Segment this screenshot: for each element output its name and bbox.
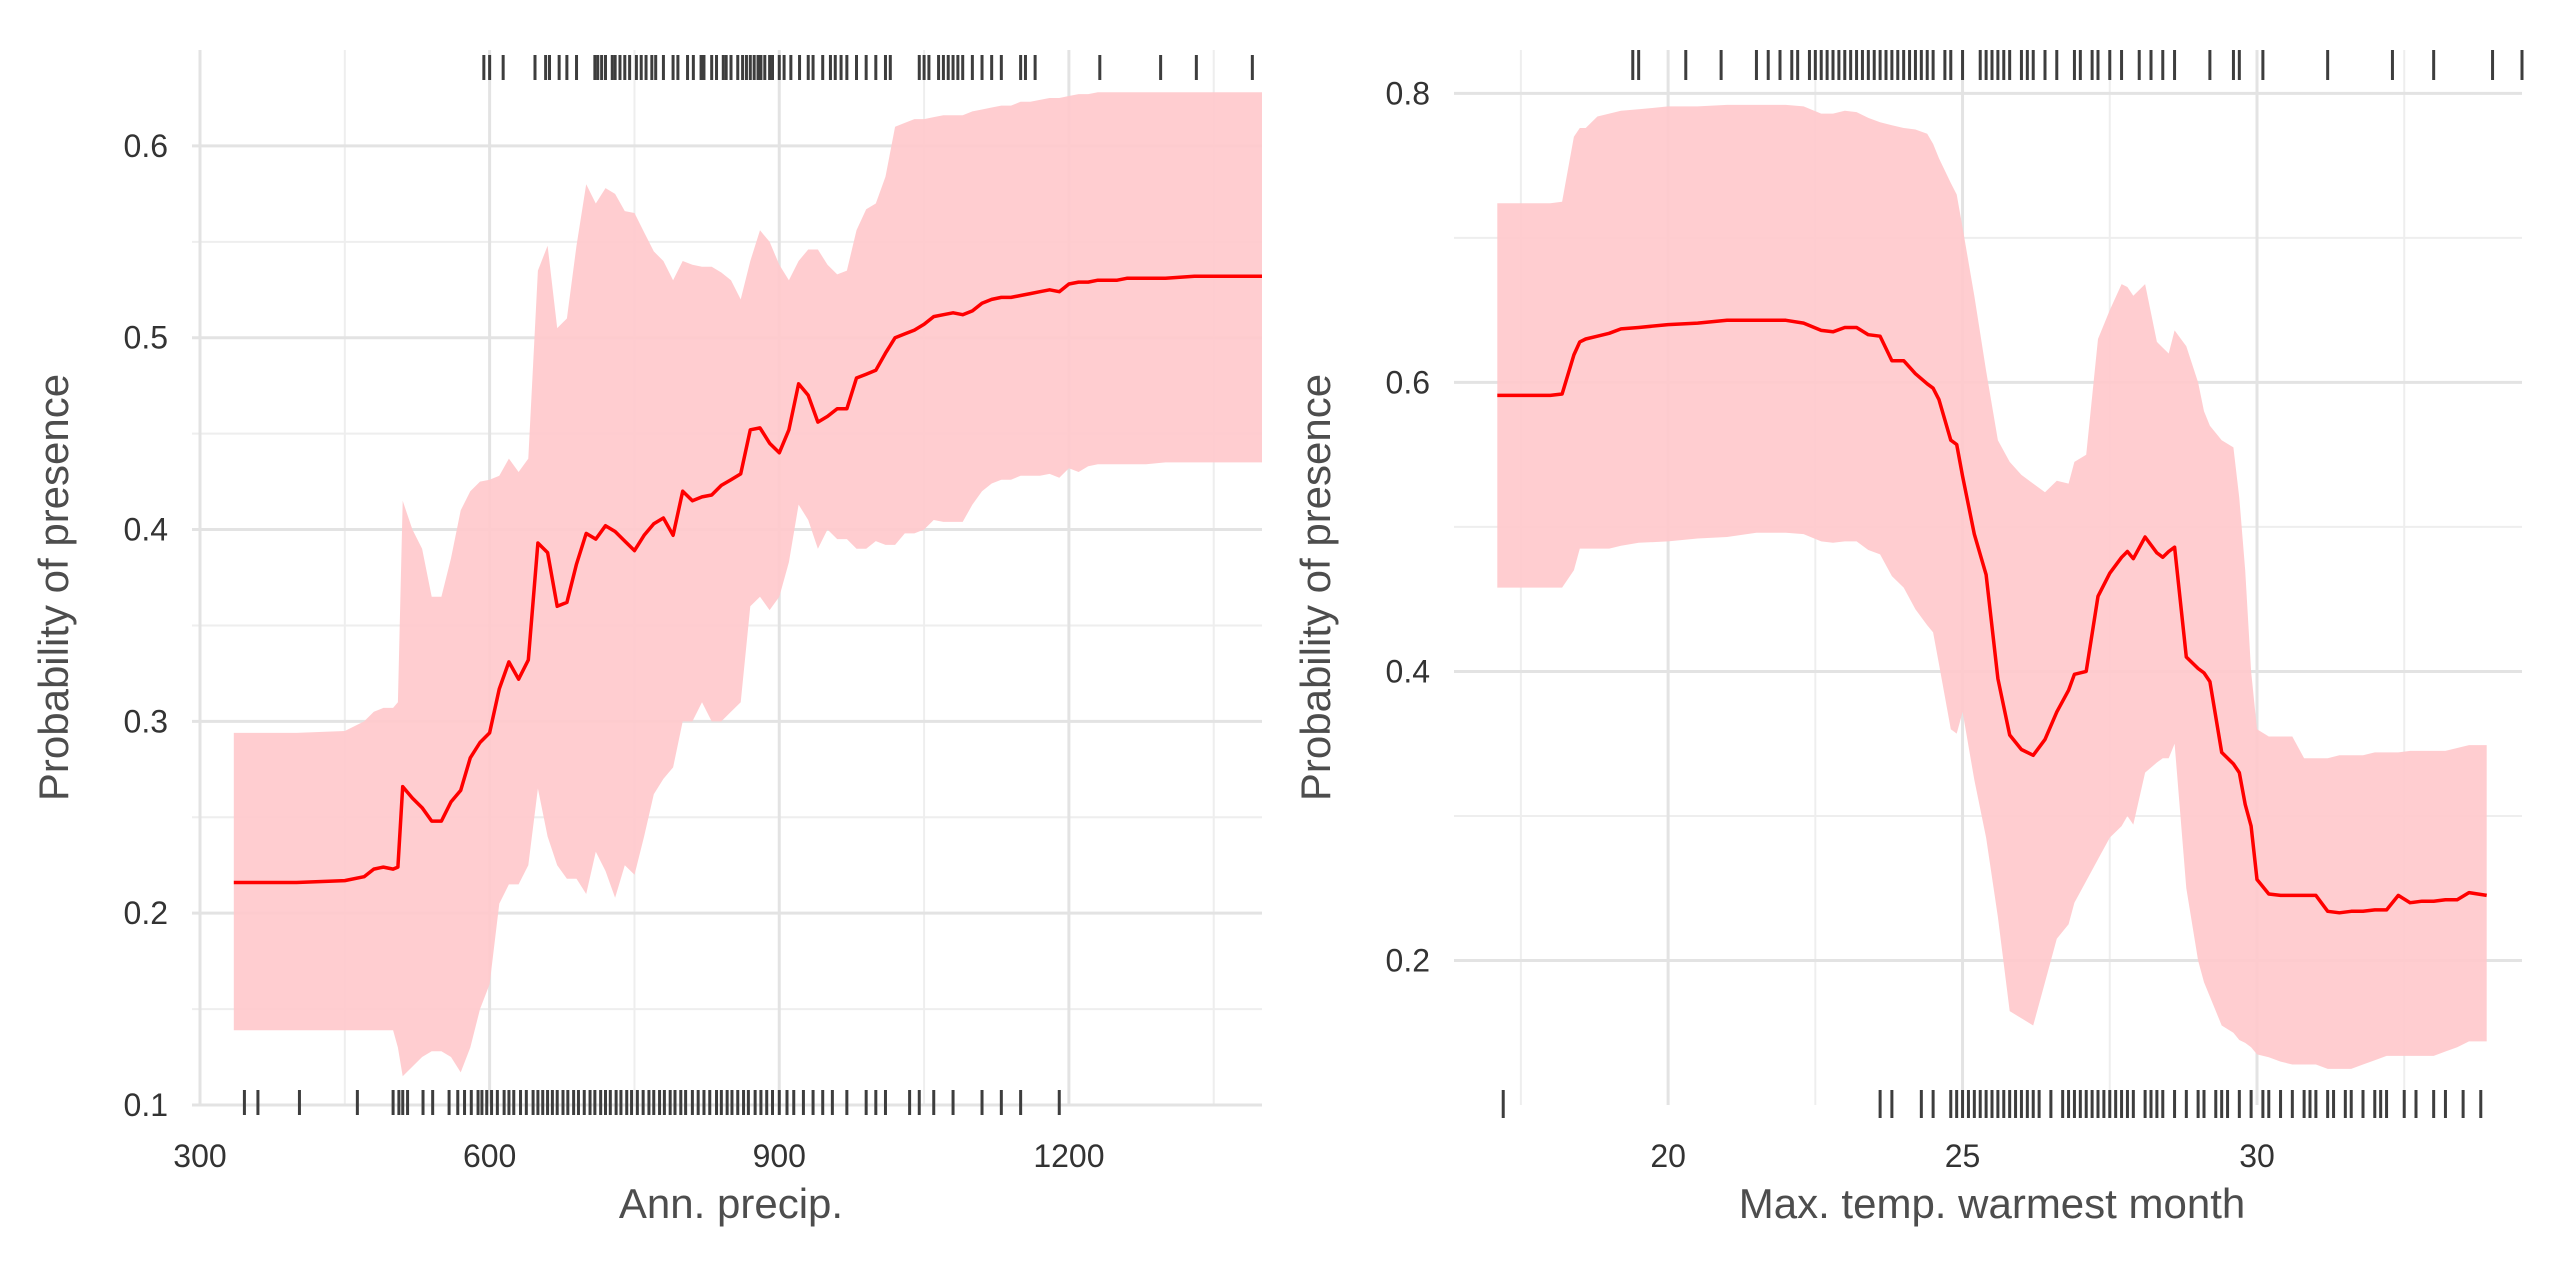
x-tick-label: 900 (753, 1138, 806, 1174)
x-tick-label: 25 (1945, 1138, 1981, 1174)
y-tick-label: 0.4 (1386, 653, 1430, 689)
rug-bottom (1501, 1090, 2483, 1118)
x-axis-label: Max. temp. warmest month (1739, 1180, 2245, 1227)
temp-confidence-ribbon (1497, 104, 2487, 1069)
precip-response-line (233, 274, 1262, 885)
y-tick-label: 0.2 (124, 895, 168, 931)
y-tick-label: 0.5 (124, 320, 168, 356)
y-axis-label: Probability of presence (30, 374, 77, 801)
precip-panel: 0.1 0.2 0.3 0.4 0.5 0.6 300 600 900 1200 Ann. prec… (30, 50, 1262, 1227)
x-tick-label: 1200 (1033, 1138, 1104, 1174)
y-tick-label: 0.4 (124, 512, 168, 548)
temp-panel: 0.2 0.4 0.6 0.8 20 25 30 Max. temp. warmest mon… (1292, 50, 2524, 1227)
x-axis-label: Ann. precip. (619, 1180, 843, 1227)
y-tick-label: 0.2 (1386, 942, 1430, 978)
x-tick-label: 30 (2239, 1138, 2275, 1174)
x-tick-label: 600 (463, 1138, 516, 1174)
y-tick-label: 0.8 (1386, 75, 1430, 111)
y-tick-label: 0.6 (124, 128, 168, 164)
y-tick-label: 0.3 (124, 703, 168, 739)
x-tick-label: 20 (1650, 1138, 1686, 1174)
x-tick-label: 300 (173, 1138, 226, 1174)
y-tick-label: 0.6 (1386, 364, 1430, 400)
rug-bottom (242, 1090, 1061, 1115)
y-tick-label: 0.1 (124, 1087, 168, 1123)
rug-top (482, 55, 1254, 80)
rug-top (1631, 50, 2524, 80)
precip-confidence-ribbon (233, 92, 1262, 1077)
temp-response-line (1497, 318, 2487, 915)
y-axis-label: Probability of presence (1292, 374, 1339, 801)
